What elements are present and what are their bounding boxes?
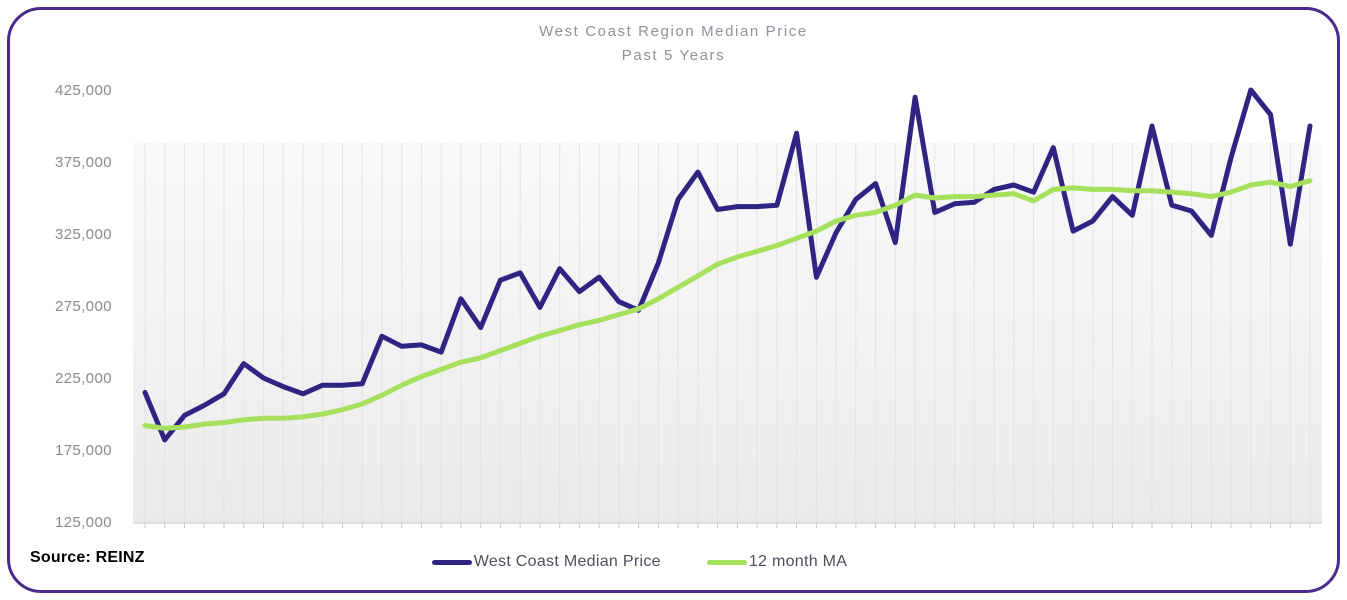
legend-label-median-price: West Coast Median Price <box>473 553 661 570</box>
y-axis-label: 225,000 <box>55 370 112 387</box>
title-block: West Coast Region Median Price Past 5 Ye… <box>0 20 1347 68</box>
y-axis-label: 175,000 <box>55 442 112 459</box>
legend-item-median-price: West Coast Median Price <box>431 553 661 571</box>
legend-item-moving-average: 12 month MA <box>706 553 848 571</box>
legend: West Coast Median Price 12 month MA <box>0 553 1313 571</box>
chart-title: West Coast Region Median Price <box>539 23 808 40</box>
median-price-line <box>142 87 1313 443</box>
y-axis-label: 325,000 <box>55 226 112 243</box>
source-label: Source: REINZ <box>30 549 145 566</box>
chart-subtitle: Past 5 Years <box>621 47 726 64</box>
legend-label-moving-average: 12 month MA <box>748 553 848 570</box>
moving-average-line-swatch <box>706 559 747 565</box>
median-price-line-swatch <box>431 559 472 565</box>
moving-average-line <box>142 178 1313 431</box>
y-axis-label: 425,000 <box>55 82 112 99</box>
y-axis-label: 275,000 <box>55 298 112 315</box>
plot-area <box>133 143 1322 523</box>
y-axis-label: 375,000 <box>55 154 112 171</box>
y-axis-label: 125,000 <box>55 514 112 531</box>
